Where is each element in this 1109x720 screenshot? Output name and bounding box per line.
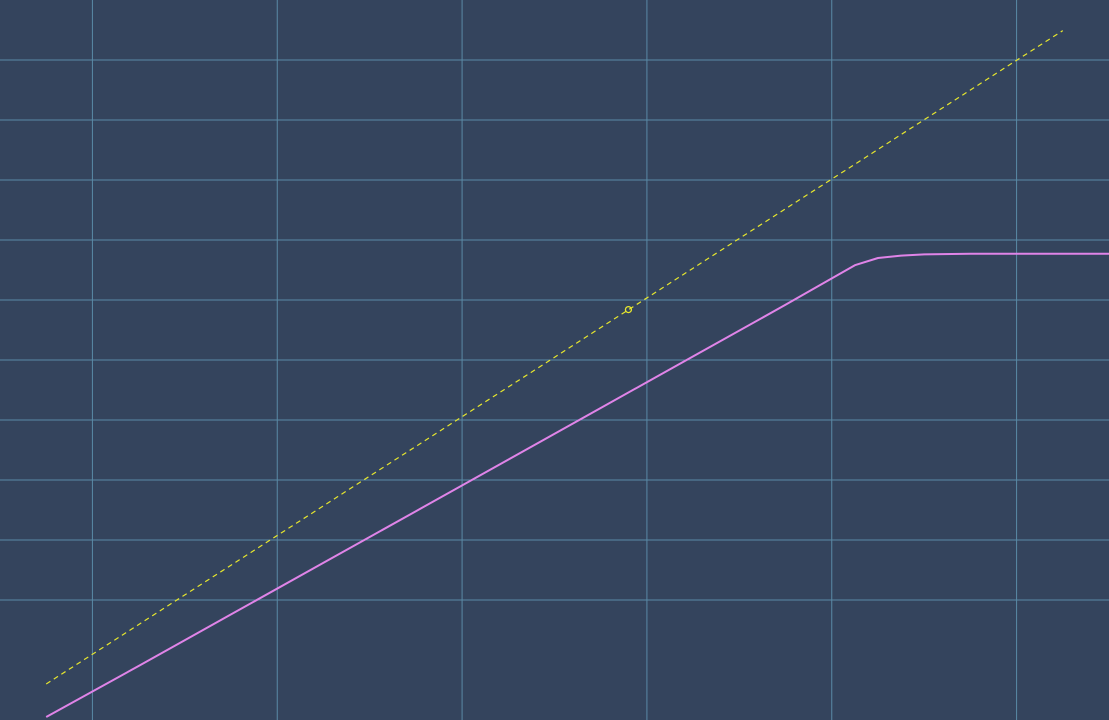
point-marker[interactable] <box>624 305 633 314</box>
series-group <box>45 30 1109 718</box>
series-line-dashed <box>45 30 1064 685</box>
series-line-solid <box>45 252 1109 718</box>
